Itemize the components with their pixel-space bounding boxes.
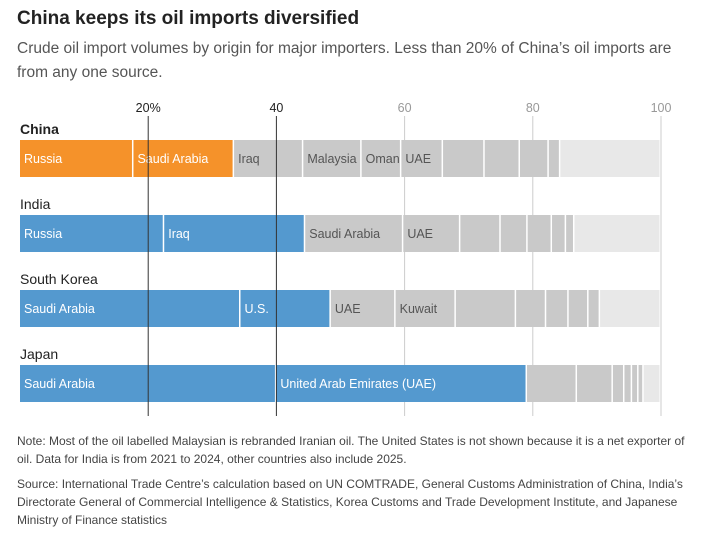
bar-segment (643, 365, 660, 402)
bar-segment-label: Oman (366, 152, 400, 166)
bar-segment-label: United Arab Emirates (UAE) (280, 377, 436, 391)
bar-segment (632, 365, 638, 402)
chart-subtitle: Crude oil import volumes by origin for m… (17, 40, 672, 81)
bar-segment (548, 140, 559, 177)
country-labels: China India South Korea Japan (20, 121, 98, 362)
bar-segment (574, 215, 660, 252)
bar-segment (638, 365, 643, 402)
gridlines-strong (147, 116, 277, 416)
tick-label: 60 (398, 101, 412, 115)
bar-segment-label: U.S. (245, 302, 269, 316)
row-label-japan: Japan (20, 346, 58, 362)
bar-segment (552, 215, 565, 252)
bar-segment (484, 140, 519, 177)
bar-segment (20, 215, 163, 252)
bar-segment (305, 215, 402, 252)
bar-segment (443, 140, 484, 177)
bar-segment-label: UAE (405, 152, 431, 166)
tick-label: 80 (526, 101, 540, 115)
chart-title: China keeps its oil imports diversified (17, 8, 360, 29)
stacked-bar-chart: Russia Saudi Arabia Iraq Malaysia Oman UAE Rus… (20, 101, 672, 416)
bar-segment (303, 140, 361, 177)
row-label-india: India (20, 196, 51, 212)
bar-segment-label: Russia (24, 227, 62, 241)
bar-segment-label: Russia (24, 152, 62, 166)
bar-segment (500, 215, 527, 252)
bar-segment (164, 215, 304, 252)
bar-segment-label: Malaysia (307, 152, 356, 166)
x-axis-ticks: 20% 40 60 80 100 (136, 101, 672, 115)
bar-segment (560, 140, 660, 177)
bar-segment (612, 365, 623, 402)
chart-note: Note: Most of the oil labelled Malaysian… (17, 434, 685, 466)
bar-segment (133, 140, 233, 177)
bar-segment (519, 140, 548, 177)
bar-segment (588, 290, 599, 327)
bar-segment (624, 365, 631, 402)
bars: Russia Saudi Arabia Iraq Malaysia Oman UAE Rus… (20, 140, 660, 402)
bar-segment-label: Saudi Arabia (309, 227, 380, 241)
bar-segment (577, 365, 612, 402)
row-label-china: China (20, 121, 59, 137)
bar-segment (240, 290, 330, 327)
bar-segment (516, 290, 545, 327)
bar-segment (527, 365, 576, 402)
bar-segment (20, 365, 275, 402)
bar-segment (455, 290, 515, 327)
bar-segment (20, 290, 240, 327)
bar-segment (566, 215, 573, 252)
tick-label: 40 (269, 101, 283, 115)
row-label-south-korea: South Korea (20, 271, 98, 287)
bar-segment-label: UAE (335, 302, 361, 316)
bar-segment-label: Saudi Arabia (137, 152, 208, 166)
bar-segment (276, 365, 526, 402)
tick-label: 20% (136, 101, 161, 115)
bar-segment (527, 215, 551, 252)
bar-segment (568, 290, 588, 327)
bar-segment (20, 140, 132, 177)
bar-segment (330, 290, 395, 327)
bar-segment-label: Iraq (238, 152, 260, 166)
bar-segment (401, 140, 442, 177)
chart-source: Source: International Trade Centre’s cal… (17, 477, 683, 527)
bar-segment (403, 215, 459, 252)
bar-segment-label: Iraq (168, 227, 190, 241)
bar-segment (361, 140, 400, 177)
tick-label: 100 (651, 101, 672, 115)
bar-segment (234, 140, 302, 177)
bar-segment (395, 290, 455, 327)
bar-segment-label: UAE (407, 227, 433, 241)
bar-segment-label: Kuwait (400, 302, 438, 316)
bar-segment-label: Saudi Arabia (24, 302, 95, 316)
bar-segment (460, 215, 500, 252)
bar-segment (600, 290, 660, 327)
bar-segment-label: Saudi Arabia (24, 377, 95, 391)
bar-segment (546, 290, 568, 327)
